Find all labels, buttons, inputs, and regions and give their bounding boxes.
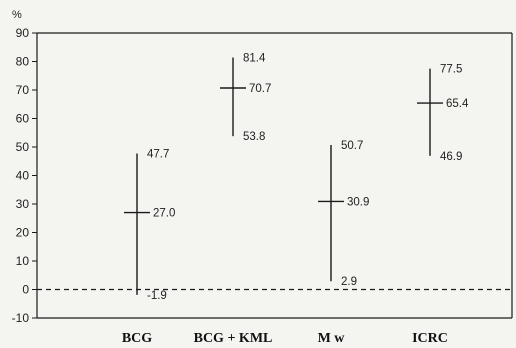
y-tick-label: 90 [16,26,30,40]
x-axis: BCG BCG + KML M w ICRC [122,331,448,346]
estimate-label: 65.4 [446,98,469,110]
upper-ci-label: 77.5 [440,64,462,76]
estimate-label: 30.9 [347,196,369,208]
x-category-label: BCG [122,331,152,346]
lower-ci-label: -1.9 [147,290,167,302]
y-tick-label: 70 [16,83,30,97]
error-bar-group: 77.5 65.4 46.9 [417,64,469,163]
lower-ci-label: 53.8 [243,131,265,143]
x-category-label: M w [318,331,346,346]
upper-ci-label: 47.7 [147,149,169,161]
y-axis: % -10 0 10 20 30 40 50 60 70 80 90 [12,9,38,325]
y-tick-label: 80 [16,55,30,69]
x-category-label: BCG + KML [194,331,273,346]
upper-ci-label: 50.7 [341,140,363,152]
y-axis-unit-label: % [12,9,22,21]
y-tick-label: 20 [16,226,30,240]
data-marks: 47.7 27.0 -1.9 81.4 70.7 53.8 50.7 30.9 2.9 77.5 6… [124,53,469,302]
y-tick-label: 60 [16,112,30,126]
upper-ci-label: 81.4 [243,53,266,65]
lower-ci-label: 46.9 [440,151,462,163]
plot-area [37,32,513,319]
lower-ci-label: 2.9 [341,276,357,288]
error-bar-group: 50.7 30.9 2.9 [318,140,369,288]
y-tick-label: 10 [16,254,30,268]
y-tick-label: -10 [12,311,30,325]
x-category-label: ICRC [412,331,448,346]
estimate-label: 27.0 [153,208,175,220]
error-bar-group: 81.4 70.7 53.8 [220,53,271,143]
error-bar-group: 47.7 27.0 -1.9 [124,149,175,302]
y-tick-label: 50 [16,140,30,154]
y-tick-label: 40 [16,169,30,183]
y-tick-label: 0 [22,283,29,297]
estimate-label: 70.7 [249,83,271,95]
y-tick-label: 30 [16,197,30,211]
